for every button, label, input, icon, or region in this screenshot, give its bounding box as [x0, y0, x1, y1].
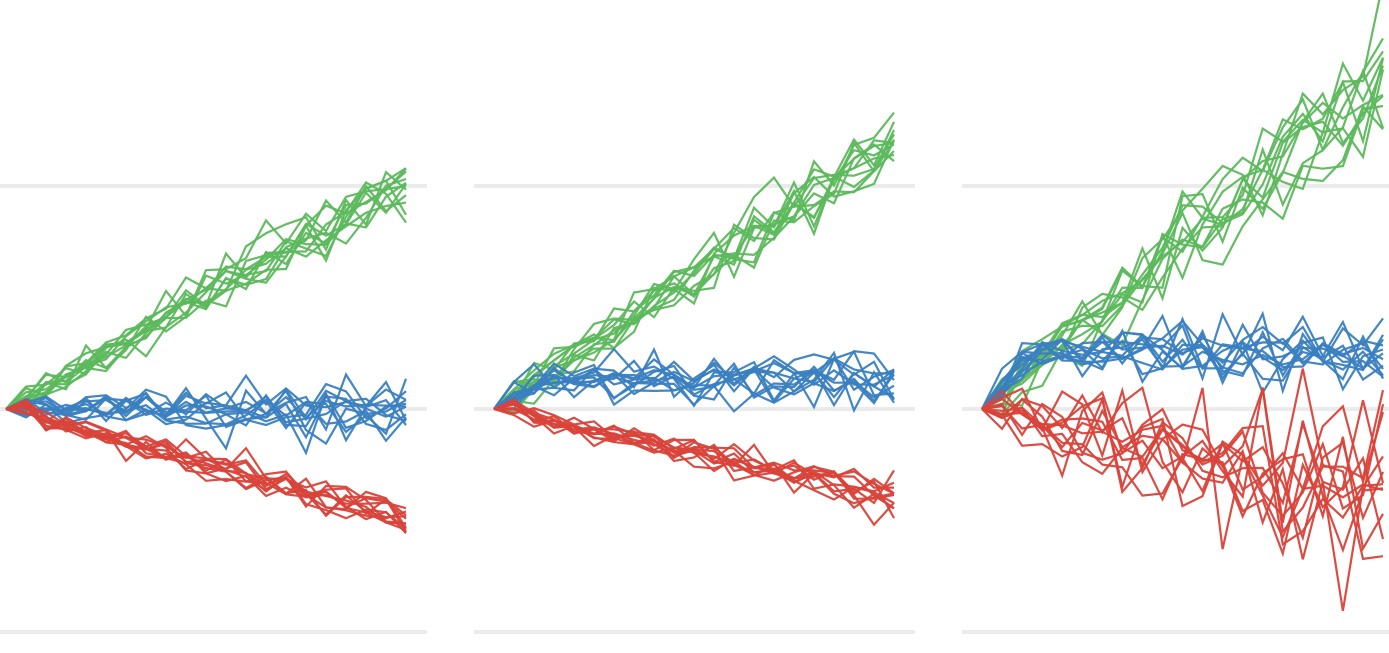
panel-1 — [0, 167, 427, 634]
series-line-down-3 — [981, 368, 1384, 561]
series-line-flat-12 — [493, 347, 894, 410]
series-line-down-11 — [981, 406, 1384, 547]
series-line-up-12 — [5, 183, 407, 411]
series-line-up-11 — [5, 170, 407, 411]
series-line-flat-11 — [981, 333, 1384, 410]
series-line-up-12 — [493, 143, 895, 410]
series-line-down-8 — [981, 402, 1385, 542]
series-line-down-10 — [981, 387, 1384, 554]
series-line-down-12 — [981, 385, 1384, 552]
series-line-down-12 — [5, 407, 407, 520]
series-line-up-8 — [493, 139, 895, 410]
series-line-down-10 — [493, 407, 895, 505]
series-line-down-12 — [493, 407, 895, 519]
series-line-flat-12 — [981, 314, 1384, 410]
series-line-down-3 — [493, 407, 895, 505]
series-line-flat-10 — [5, 386, 407, 451]
series-line-up-8 — [981, 104, 1384, 416]
series-line-flat-7 — [493, 361, 895, 411]
series-line-up-2 — [981, 57, 1384, 410]
panel-3 — [962, 0, 1389, 634]
series-line-flat-1 — [493, 347, 895, 410]
series-line-flat-10 — [981, 316, 1384, 410]
series-line-down-2 — [981, 397, 1385, 560]
series-line-up-9 — [493, 129, 895, 410]
series-line-down-10 — [5, 402, 407, 531]
series-line-flat-11 — [5, 372, 407, 432]
series-line-flat-12 — [5, 388, 407, 446]
panel-2 — [474, 111, 915, 634]
series-line-flat-9 — [5, 391, 407, 430]
series-line-flat-10 — [493, 361, 895, 410]
series-line-up-11 — [493, 143, 895, 410]
series-line-up-7 — [493, 139, 895, 410]
series-line-up-5 — [981, 65, 1385, 410]
